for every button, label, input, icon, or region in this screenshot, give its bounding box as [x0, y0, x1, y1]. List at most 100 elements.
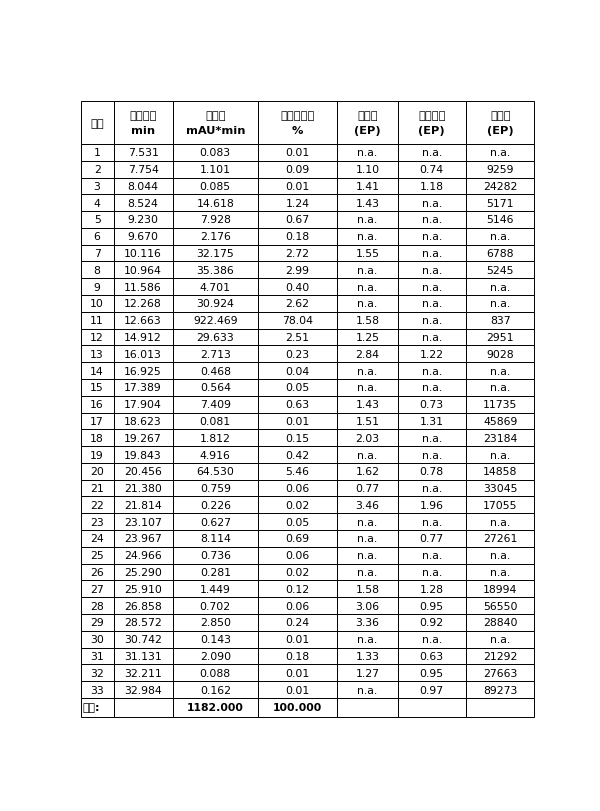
Text: n.a.: n.a. [357, 383, 377, 393]
Bar [114, 246, 173, 262]
Bar [80, 480, 114, 497]
Bar [173, 530, 258, 547]
Bar [80, 397, 114, 413]
Bar [173, 161, 258, 178]
Text: n.a.: n.a. [422, 282, 442, 292]
Text: n.a.: n.a. [357, 517, 377, 527]
Bar [466, 262, 535, 279]
Bar [398, 598, 466, 614]
Bar [337, 698, 398, 717]
Text: mAU*min: mAU*min [185, 127, 245, 136]
Text: 11.586: 11.586 [124, 282, 162, 292]
Bar [337, 346, 398, 363]
Text: 1.812: 1.812 [200, 433, 231, 443]
Bar [466, 380, 535, 397]
Bar [173, 229, 258, 246]
Text: 不对称度: 不对称度 [418, 111, 446, 121]
Text: 17.389: 17.389 [124, 383, 162, 393]
Text: 12.663: 12.663 [124, 315, 162, 326]
Bar [337, 581, 398, 598]
Text: n.a.: n.a. [422, 215, 442, 225]
Text: 27: 27 [90, 584, 104, 594]
Bar [466, 102, 535, 145]
Bar [114, 581, 173, 598]
Bar [80, 178, 114, 195]
Bar [80, 698, 114, 717]
Text: 9.230: 9.230 [128, 215, 158, 225]
Bar [398, 447, 466, 463]
Text: 17.904: 17.904 [124, 400, 162, 410]
Bar [337, 212, 398, 229]
Text: %: % [292, 127, 303, 136]
Bar [398, 161, 466, 178]
Bar [258, 581, 337, 598]
Text: 2951: 2951 [487, 333, 514, 342]
Text: 峰面积: 峰面积 [205, 111, 226, 121]
Bar [80, 296, 114, 312]
Text: 0.06: 0.06 [286, 601, 310, 611]
Bar [80, 380, 114, 397]
Text: 0.759: 0.759 [200, 483, 231, 493]
Bar [114, 564, 173, 581]
Text: 14: 14 [90, 366, 104, 376]
Text: (EP): (EP) [487, 127, 514, 136]
Bar [398, 413, 466, 430]
Bar [258, 681, 337, 698]
Text: 24: 24 [90, 534, 104, 544]
Bar [466, 178, 535, 195]
Text: n.a.: n.a. [422, 568, 442, 577]
Text: 0.083: 0.083 [200, 148, 231, 158]
Bar [258, 102, 337, 145]
Bar [114, 530, 173, 547]
Text: 1.101: 1.101 [200, 165, 231, 175]
Bar [114, 102, 173, 145]
Bar [114, 229, 173, 246]
Text: 4.916: 4.916 [200, 450, 231, 460]
Text: 17: 17 [90, 416, 104, 427]
Text: 100.000: 100.000 [273, 702, 322, 712]
Bar [173, 430, 258, 447]
Text: 31: 31 [90, 651, 104, 661]
Text: 1.24: 1.24 [286, 199, 310, 208]
Bar [466, 363, 535, 380]
Bar [114, 513, 173, 530]
Text: 30.924: 30.924 [196, 299, 234, 309]
Text: n.a.: n.a. [422, 232, 442, 242]
Bar [466, 447, 535, 463]
Text: 7.409: 7.409 [200, 400, 231, 410]
Bar [398, 145, 466, 161]
Text: 0.06: 0.06 [286, 551, 310, 560]
Text: 0.95: 0.95 [420, 601, 444, 611]
Text: 0.24: 0.24 [286, 618, 310, 628]
Text: 11: 11 [90, 315, 104, 326]
Text: 0.01: 0.01 [286, 182, 310, 191]
Text: 33045: 33045 [483, 483, 517, 493]
Text: n.a.: n.a. [357, 568, 377, 577]
Bar [258, 296, 337, 312]
Text: 3.46: 3.46 [355, 500, 379, 510]
Text: 2.850: 2.850 [200, 618, 231, 628]
Text: 23.967: 23.967 [124, 534, 162, 544]
Bar [398, 329, 466, 346]
Bar [173, 312, 258, 329]
Text: 26.858: 26.858 [124, 601, 162, 611]
Bar [337, 380, 398, 397]
Text: n.a.: n.a. [357, 265, 377, 276]
Bar [80, 262, 114, 279]
Bar [173, 598, 258, 614]
Text: 0.088: 0.088 [200, 668, 231, 678]
Bar [466, 664, 535, 681]
Text: 0.564: 0.564 [200, 383, 231, 393]
Bar [337, 279, 398, 296]
Text: (EP): (EP) [418, 127, 445, 136]
Text: 0.01: 0.01 [286, 634, 310, 645]
Bar [258, 480, 337, 497]
Text: 26: 26 [90, 568, 104, 577]
Text: 23.107: 23.107 [124, 517, 162, 527]
Text: 15: 15 [90, 383, 104, 393]
Text: 0.468: 0.468 [200, 366, 231, 376]
Text: 31.131: 31.131 [124, 651, 162, 661]
Text: 19.843: 19.843 [124, 450, 162, 460]
Text: n.a.: n.a. [490, 450, 511, 460]
Text: 0.143: 0.143 [200, 634, 231, 645]
